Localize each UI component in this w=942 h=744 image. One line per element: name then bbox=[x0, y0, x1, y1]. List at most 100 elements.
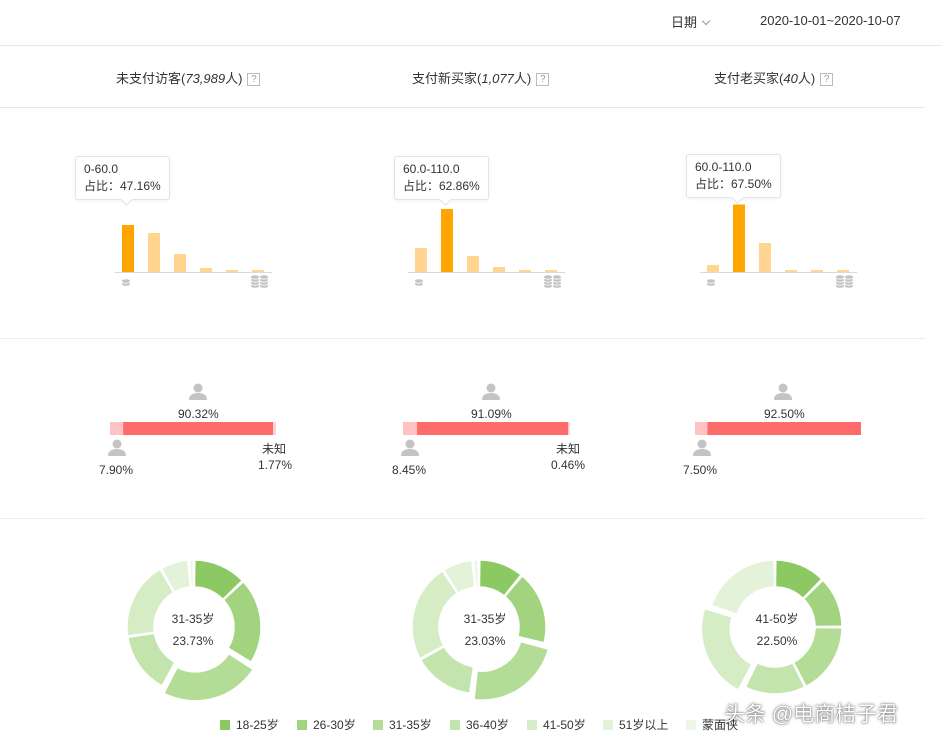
donut-slice bbox=[442, 559, 476, 595]
legend-item-31-35[interactable]: 31-35岁 bbox=[373, 716, 432, 733]
legend-swatch bbox=[297, 720, 307, 730]
date-selector[interactable]: 日期 bbox=[671, 12, 711, 31]
gender-female-pct: 91.09% bbox=[471, 407, 512, 421]
donut-slice bbox=[792, 626, 843, 688]
date-label: 日期 bbox=[671, 15, 698, 30]
segment-header-row: 未支付访客(73,989人)? 支付新买家(1,077人)? 支付老买家(40人… bbox=[0, 47, 925, 108]
coin-icon bbox=[414, 278, 424, 287]
price-bar bbox=[122, 225, 134, 272]
gender-male-pct: 8.45% bbox=[392, 463, 427, 477]
gender-unknown-pct: 1.77% bbox=[258, 458, 293, 472]
user-icon bbox=[189, 383, 207, 400]
watermark: 头条 @电商桔子君 bbox=[724, 703, 899, 726]
top-bar: 日期 2020-10-01~2020-10-07 bbox=[0, 0, 942, 46]
donut-slice bbox=[774, 559, 823, 600]
price-bar bbox=[493, 267, 505, 272]
donut-slice bbox=[802, 579, 843, 628]
user-icon bbox=[774, 383, 792, 400]
donut-slice bbox=[472, 559, 480, 588]
date-range: 2020-10-01~2020-10-07 bbox=[760, 13, 901, 28]
gender-bar-male bbox=[110, 422, 124, 435]
donut-slice bbox=[411, 569, 459, 660]
legend-item-36-40[interactable]: 36-40岁 bbox=[450, 716, 509, 733]
coin-icon bbox=[706, 278, 716, 287]
price-bar bbox=[252, 270, 264, 272]
gender-bar-female bbox=[123, 422, 274, 435]
segment-title-returning-buyers: 支付老买家(40人)? bbox=[714, 68, 834, 87]
price-bar bbox=[415, 248, 427, 272]
gender-bar-male bbox=[695, 422, 708, 435]
coins-stack-icon bbox=[835, 274, 854, 289]
donut-slice bbox=[188, 559, 195, 588]
gender-bar-unknown bbox=[273, 422, 276, 435]
price-tooltip: 60.0-110.0 占比：67.50% bbox=[686, 154, 781, 198]
donut-slice bbox=[419, 645, 475, 695]
price-bar bbox=[707, 265, 719, 272]
donut-slice bbox=[126, 632, 176, 687]
donut-center-label: 31-35岁 bbox=[171, 612, 215, 626]
gender-unknown-pct: 0.46% bbox=[551, 458, 586, 472]
donut-slice bbox=[503, 574, 547, 644]
legend-item-51-plus[interactable]: 51岁以上 bbox=[603, 716, 668, 733]
legend-item-41-50[interactable]: 41-50岁 bbox=[527, 716, 586, 733]
gender-unknown-label: 未知 bbox=[262, 442, 287, 456]
price-bar bbox=[811, 270, 823, 272]
section-divider bbox=[0, 518, 925, 519]
gender-bar-female bbox=[417, 422, 569, 435]
help-icon[interactable]: ? bbox=[247, 73, 261, 86]
donut-slice bbox=[478, 559, 523, 597]
legend-item-26-30[interactable]: 26-30岁 bbox=[297, 716, 356, 733]
price-tooltip: 0-60.0 占比：47.16% bbox=[75, 156, 170, 200]
donut-slice bbox=[162, 652, 255, 702]
donut-slice bbox=[222, 580, 262, 664]
legend-swatch bbox=[527, 720, 537, 730]
price-bar bbox=[759, 243, 771, 272]
gender-female-pct: 90.32% bbox=[178, 407, 219, 421]
user-icon bbox=[401, 439, 419, 456]
gender-male-pct: 7.90% bbox=[99, 463, 134, 477]
user-icon bbox=[693, 439, 711, 456]
donut-slice bbox=[700, 607, 753, 692]
donut-center-pct: 23.03% bbox=[464, 634, 506, 648]
segment-title-new-buyers: 支付新买家(1,077人)? bbox=[412, 68, 550, 87]
help-icon[interactable]: ? bbox=[536, 73, 550, 86]
gender-male-pct: 7.50% bbox=[683, 463, 718, 477]
gender-female-pct: 92.50% bbox=[764, 407, 805, 421]
price-bar bbox=[467, 256, 479, 272]
legend-swatch bbox=[220, 720, 230, 730]
price-bar bbox=[226, 270, 238, 272]
gender-bar-female bbox=[707, 422, 861, 435]
donut-center-pct: 23.73% bbox=[172, 634, 214, 648]
legend-item-masked[interactable]: 蒙面侠 bbox=[686, 716, 738, 733]
price-tooltip: 60.0-110.0 占比：62.86% bbox=[394, 156, 489, 200]
legend-swatch bbox=[450, 720, 460, 730]
segment-title-unpaid-visitors: 未支付访客(73,989人)? bbox=[116, 68, 261, 87]
coins-stack-icon bbox=[543, 274, 562, 289]
price-bar bbox=[785, 270, 797, 272]
donut-slice bbox=[160, 559, 192, 594]
price-bar bbox=[174, 254, 186, 272]
legend-swatch bbox=[603, 720, 613, 730]
price-bar bbox=[441, 209, 453, 272]
price-bar bbox=[837, 270, 849, 272]
donut-center-label: 41-50岁 bbox=[755, 612, 799, 626]
price-bar bbox=[545, 270, 557, 272]
price-bar bbox=[148, 233, 160, 272]
price-bar bbox=[200, 268, 212, 272]
price-bar bbox=[733, 204, 745, 272]
donut-slice bbox=[710, 559, 776, 616]
donut-slice bbox=[126, 568, 175, 637]
gender-bar-male bbox=[403, 422, 418, 435]
coin-icon bbox=[121, 278, 131, 287]
legend-swatch bbox=[373, 720, 383, 730]
legend-item-18-25[interactable]: 18-25岁 bbox=[220, 716, 279, 733]
donut-slice bbox=[744, 661, 806, 695]
user-icon bbox=[482, 383, 500, 400]
help-icon[interactable]: ? bbox=[820, 73, 834, 86]
donut-slice bbox=[193, 559, 244, 601]
legend-swatch bbox=[686, 720, 696, 730]
user-icon bbox=[108, 439, 126, 456]
gender-bar-unknown bbox=[568, 422, 570, 435]
price-bar bbox=[519, 270, 531, 272]
